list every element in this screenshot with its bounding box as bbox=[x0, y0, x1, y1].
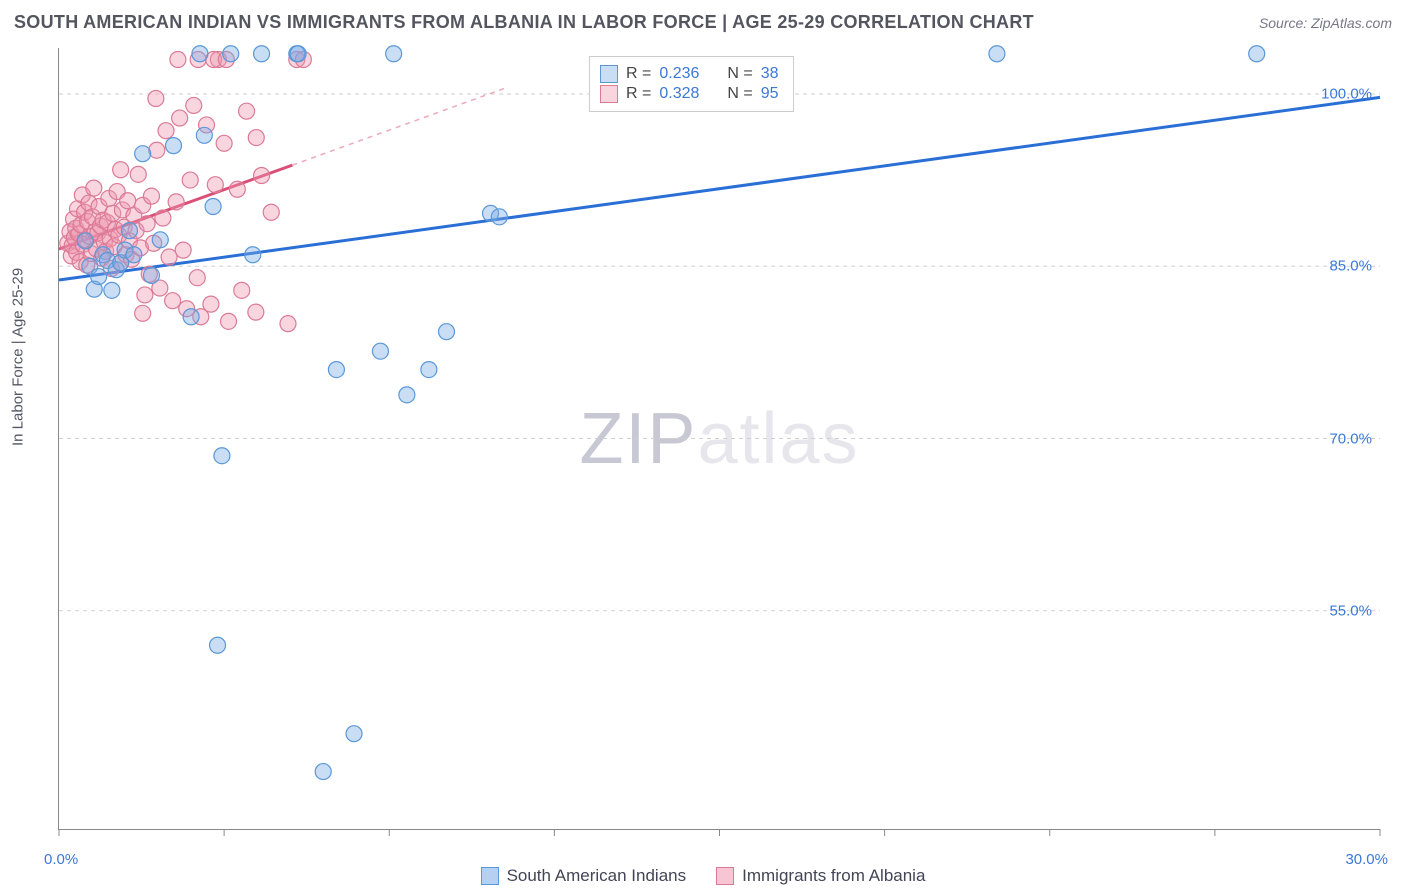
correlation-box: R = 0.236 N = 38 R = 0.328 N = 95 bbox=[589, 56, 794, 112]
swatch-blue bbox=[600, 65, 618, 83]
legend-item-pink: Immigrants from Albania bbox=[716, 866, 925, 886]
plot-area: ZIPatlas R = 0.236 N = 38 R = 0.328 N = … bbox=[58, 48, 1380, 830]
chart-source: Source: ZipAtlas.com bbox=[1259, 15, 1392, 31]
legend-label-blue: South American Indians bbox=[507, 866, 687, 886]
legend-swatch-pink bbox=[716, 867, 734, 885]
y-tick-label: 70.0% bbox=[1329, 430, 1372, 447]
y-tick-label: 100.0% bbox=[1321, 85, 1372, 102]
correlation-row-pink: R = 0.328 N = 95 bbox=[600, 85, 779, 103]
y-tick-label: 55.0% bbox=[1329, 602, 1372, 619]
legend-item-blue: South American Indians bbox=[481, 866, 687, 886]
correlation-row-blue: R = 0.236 N = 38 bbox=[600, 65, 779, 83]
n-value-blue: 38 bbox=[761, 65, 779, 83]
legend-label-pink: Immigrants from Albania bbox=[742, 866, 925, 886]
swatch-pink bbox=[600, 85, 618, 103]
y-tick-label: 85.0% bbox=[1329, 258, 1372, 275]
legend-swatch-blue bbox=[481, 867, 499, 885]
r-value-blue: 0.236 bbox=[659, 65, 699, 83]
n-value-pink: 95 bbox=[761, 85, 779, 103]
r-value-pink: 0.328 bbox=[659, 85, 699, 103]
legend: South American Indians Immigrants from A… bbox=[0, 866, 1406, 886]
y-axis-label: In Labor Force | Age 25-29 bbox=[10, 268, 27, 446]
title-bar: SOUTH AMERICAN INDIAN VS IMMIGRANTS FROM… bbox=[14, 12, 1392, 33]
chart-title: SOUTH AMERICAN INDIAN VS IMMIGRANTS FROM… bbox=[14, 12, 1034, 33]
plot-svg bbox=[59, 48, 1380, 829]
